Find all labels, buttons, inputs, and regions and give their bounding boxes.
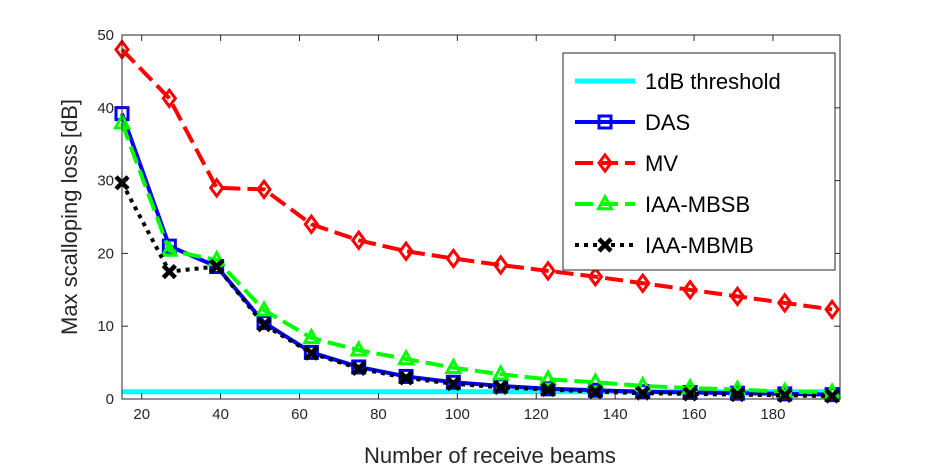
data-point-mv (256, 178, 272, 200)
data-point-mv (682, 279, 698, 301)
data-point-mv (445, 247, 462, 270)
data-point-iaa-mbsb (491, 363, 510, 381)
data-point-mv (587, 266, 604, 288)
y-tick-label: 10 (97, 318, 114, 335)
legend-label-das: DAS (645, 110, 690, 135)
data-point-mv (540, 260, 556, 282)
x-tick-label: 40 (212, 406, 229, 423)
x-tick-label: 120 (524, 406, 549, 423)
data-point-mv (161, 87, 178, 109)
x-tick-label: 180 (760, 406, 785, 423)
data-point-mv (492, 254, 509, 276)
series-line-mv (120, 48, 833, 312)
data-point-iaa-mbmb (209, 258, 225, 275)
series-line-iaa-mbmb (120, 181, 833, 399)
y-tick-label: 30 (97, 173, 114, 190)
legend-item-das: DAS (575, 110, 690, 135)
data-point-mv (729, 285, 746, 307)
data-point-iaa-mbmb (493, 379, 509, 395)
data-point-mv (824, 298, 840, 321)
data-point-mv (350, 229, 367, 251)
data-point-mv (303, 213, 320, 235)
series-layer (112, 38, 842, 404)
data-point-iaa-mbsb (586, 371, 605, 389)
y-tick-label: 50 (97, 27, 114, 44)
data-point-iaa-mbsb (538, 369, 558, 386)
data-point-iaa-mbsb (349, 339, 368, 357)
data-point-iaa-mbsb (444, 357, 463, 374)
data-point-iaa-mbsb (254, 299, 274, 317)
data-point-iaa-mbmb (256, 317, 272, 333)
data-point-iaa-mbmb (540, 381, 556, 398)
data-point-iaa-mbmb (303, 345, 319, 361)
legend-label-iaa-mbsb: IAA-MBSB (645, 192, 750, 217)
data-point-iaa-mbsb (396, 348, 416, 366)
data-point-mv (208, 177, 225, 199)
x-tick-label: 140 (603, 406, 628, 423)
data-point-das (351, 359, 367, 375)
data-point-das (256, 315, 272, 331)
x-tick-label: 60 (291, 406, 308, 423)
x-tick-label: 20 (133, 406, 150, 423)
series-mv (114, 38, 840, 321)
data-point-iaa-mbmb (161, 264, 177, 280)
data-point-mv (398, 240, 414, 262)
data-point-iaa-mbmb (351, 360, 367, 377)
data-point-mv (776, 292, 793, 314)
data-point-mv (634, 272, 651, 294)
data-point-iaa-mbmb (445, 376, 461, 392)
data-point-iaa-mbsb (160, 240, 179, 257)
legend-marker-das (597, 114, 613, 130)
axes-box (121, 34, 841, 400)
y-tick-label: 40 (97, 100, 114, 117)
data-point-das (303, 344, 319, 360)
x-axis-title: Number of receive beams (364, 443, 616, 468)
series-line-iaa-mbsb (120, 122, 833, 395)
legend-label-1db-threshold: 1dB threshold (645, 69, 781, 94)
legend-item-mv: MV (575, 151, 678, 176)
x-tick-label: 100 (445, 406, 470, 423)
legend-marker-iaa-mbmb (597, 237, 613, 253)
legend-marker-iaa-mbsb (595, 193, 615, 211)
series-iaa-mbmb (114, 175, 840, 404)
legend: 1dB threshold DAS MV IAA-MBSB IAA-MBMB (562, 52, 836, 271)
data-point-iaa-mbmb (587, 384, 603, 400)
legend-item-1db-threshold: 1dB threshold (575, 69, 781, 94)
data-point-iaa-mbmb (635, 385, 651, 401)
legend-label-mv: MV (645, 151, 678, 176)
data-point-iaa-mbmb (824, 388, 840, 404)
legend-item-iaa-mbsb: IAA-MBSB (575, 192, 750, 217)
y-axis-title: Max scalloping loss [dB] (57, 99, 82, 335)
data-point-das (445, 374, 461, 390)
y-tick-label: 0 (106, 391, 114, 408)
x-tick-label: 80 (370, 406, 387, 423)
x-tick-label: 160 (682, 406, 707, 423)
legend-label-iaa-mbmb: IAA-MBMB (645, 233, 754, 258)
legend-marker-mv (597, 152, 613, 174)
data-point-iaa-mbsb (302, 327, 321, 345)
y-tick-label: 20 (97, 245, 114, 262)
data-point-iaa-mbmb (398, 370, 414, 386)
legend-item-iaa-mbmb: IAA-MBMB (575, 233, 754, 258)
